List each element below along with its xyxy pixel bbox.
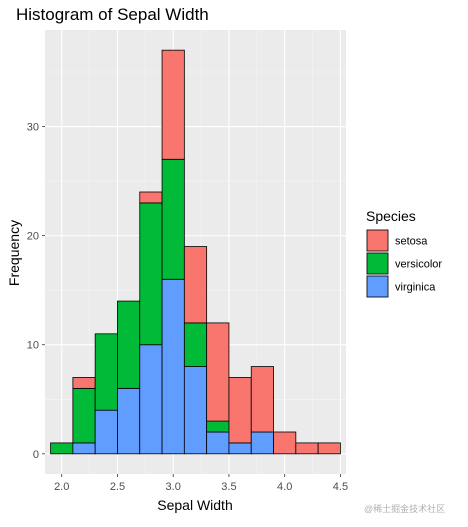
bar-versicolor xyxy=(94,333,118,411)
legend-title: Species xyxy=(366,208,416,224)
x-tick-label: 3.5 xyxy=(221,481,236,493)
bar-setosa xyxy=(228,377,252,444)
bar-setosa xyxy=(206,322,230,422)
x-tick-label: 2.0 xyxy=(54,481,69,493)
bar-virginica xyxy=(206,431,230,455)
bar-setosa xyxy=(72,377,96,389)
bar-setosa xyxy=(273,431,297,455)
bar-virginica xyxy=(139,344,163,455)
legend-swatch-virginica xyxy=(366,275,389,298)
bar-virginica xyxy=(72,442,96,455)
bar-virginica xyxy=(94,409,118,455)
bar-versicolor xyxy=(161,158,185,280)
x-tick-label: 2.5 xyxy=(110,481,125,493)
x-axis-title: Sepal Width xyxy=(157,497,232,513)
bar-versicolor xyxy=(117,300,141,389)
legend: Species setosa versicolor virginica xyxy=(366,208,442,298)
x-tick-label: 4.5 xyxy=(333,481,348,493)
bar-virginica xyxy=(228,442,252,455)
bar-versicolor xyxy=(206,420,230,433)
bar-virginica xyxy=(250,431,274,455)
y-axis: 0 10 20 30 xyxy=(27,122,45,461)
bars xyxy=(50,49,341,455)
bar-setosa xyxy=(317,442,341,455)
bar-setosa xyxy=(139,191,163,204)
chart-title: Histogram of Sepal Width xyxy=(16,5,209,24)
y-tick-label: 10 xyxy=(27,340,39,352)
bar-versicolor xyxy=(139,202,163,346)
bar-versicolor xyxy=(183,322,208,367)
bar-virginica xyxy=(183,366,208,455)
legend-items: setosa versicolor virginica xyxy=(366,229,442,298)
x-tick-label: 4.0 xyxy=(277,481,292,493)
bar-setosa xyxy=(161,49,185,160)
y-tick-label: 20 xyxy=(27,231,39,243)
legend-swatch-versicolor xyxy=(366,252,389,275)
bar-virginica xyxy=(117,387,141,455)
bar-setosa xyxy=(183,246,208,324)
bar-versicolor xyxy=(50,442,74,455)
bar-setosa xyxy=(250,366,274,433)
x-axis: 2.0 2.5 3.0 3.5 4.0 4.5 xyxy=(54,474,348,493)
legend-label-setosa: setosa xyxy=(395,236,428,248)
x-tick-label: 3.0 xyxy=(166,481,181,493)
bar-virginica xyxy=(161,278,185,455)
y-tick-label: 0 xyxy=(33,449,39,461)
legend-label-versicolor: versicolor xyxy=(395,259,442,271)
watermark-text: @稀土掘金技术社区 xyxy=(364,503,445,514)
y-axis-title: Frequency xyxy=(6,220,22,286)
legend-label-virginica: virginica xyxy=(395,282,436,294)
y-tick-label: 30 xyxy=(27,122,39,134)
bar-versicolor xyxy=(72,387,96,444)
legend-swatch-setosa xyxy=(366,229,389,252)
bar-setosa xyxy=(295,442,319,455)
